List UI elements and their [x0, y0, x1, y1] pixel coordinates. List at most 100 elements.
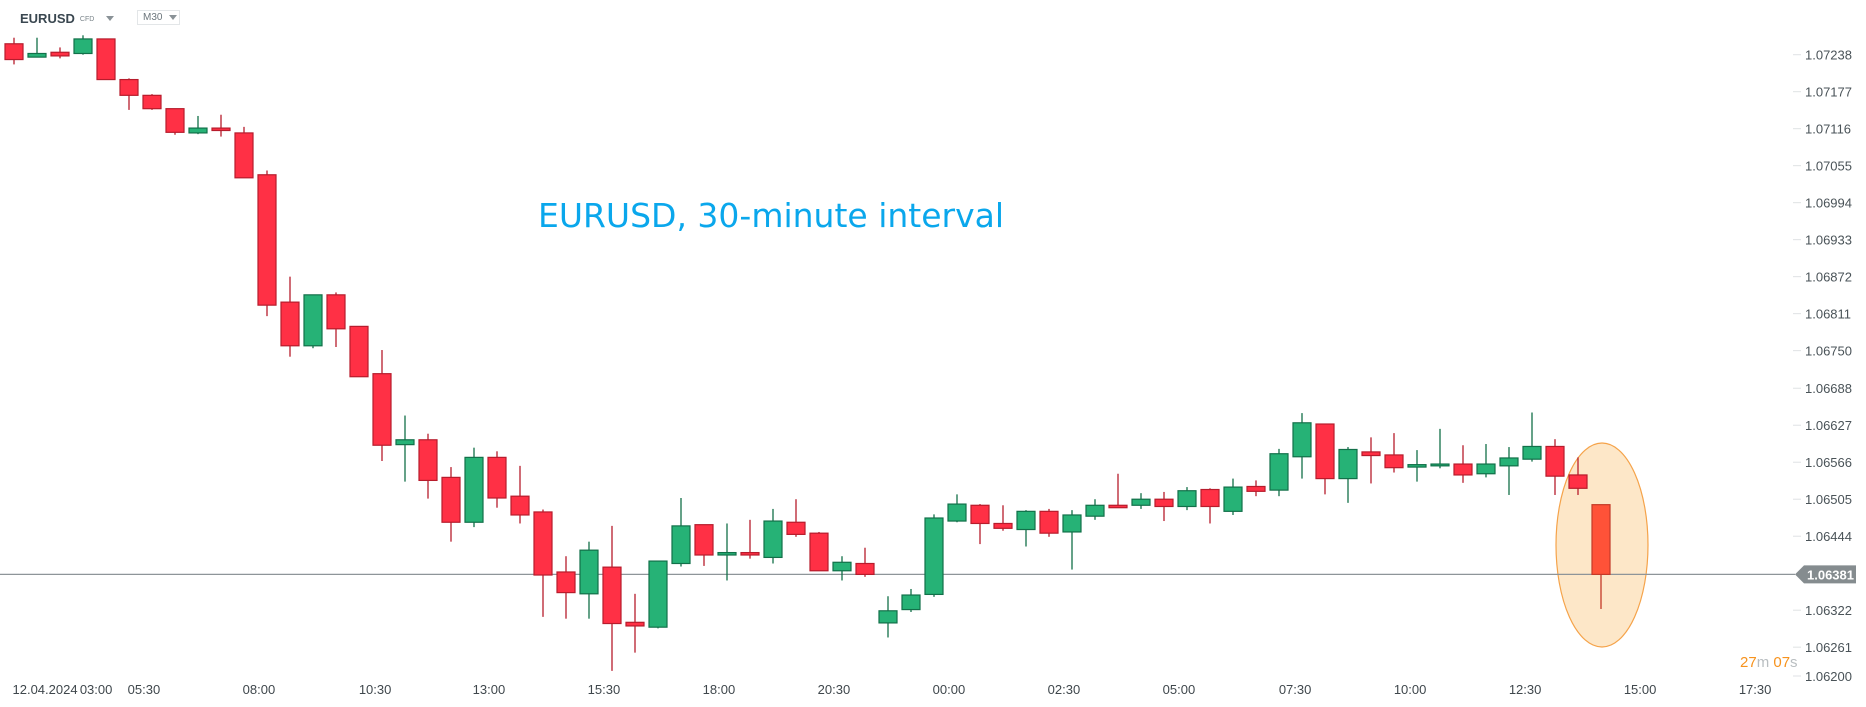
y-tick-label: 1.06872 [1805, 270, 1852, 285]
candle [510, 465, 530, 524]
candle [73, 35, 93, 55]
candle-body [142, 94, 162, 110]
candle [142, 94, 162, 110]
x-tick-label: 05:30 [128, 682, 161, 697]
y-tick-label: 1.06444 [1805, 529, 1852, 544]
y-tick-label: 1.06994 [1805, 196, 1852, 211]
candle [970, 504, 990, 545]
candle-body [924, 517, 944, 596]
candle-body [533, 511, 553, 576]
candle-body [602, 566, 622, 625]
candle-body [855, 562, 875, 576]
chevron-down-icon[interactable] [169, 15, 178, 20]
candle [1430, 428, 1450, 469]
candle [694, 524, 714, 566]
candle [625, 593, 645, 653]
candle [119, 78, 139, 110]
candle-body [1269, 453, 1289, 491]
candle-body [1062, 514, 1082, 533]
candle [1062, 510, 1082, 570]
candle-body [1246, 485, 1266, 492]
candle-body [717, 551, 737, 556]
candle-body [1430, 463, 1450, 467]
x-tick-label: 10:30 [359, 682, 392, 697]
symbol-name: EURUSD [20, 10, 75, 26]
candle-body [671, 525, 691, 565]
candle-body [418, 439, 438, 482]
candle [809, 531, 829, 572]
candle [1453, 445, 1473, 483]
candle [1476, 444, 1496, 478]
candle [418, 433, 438, 499]
candle-body [1407, 464, 1427, 468]
y-tick-label: 1.06811 [1805, 307, 1851, 322]
candle-body [372, 373, 392, 446]
countdown-seconds: 07 [1773, 654, 1791, 671]
candle [1085, 499, 1105, 520]
candle [717, 523, 737, 581]
x-tick-label: 00:00 [933, 682, 966, 697]
candle [372, 350, 392, 462]
candle-body [257, 174, 277, 306]
y-tick-label: 1.07116 [1805, 122, 1851, 137]
candle-body [740, 551, 760, 556]
candle [1361, 437, 1381, 484]
candle [257, 170, 277, 317]
candle-body [1315, 423, 1335, 480]
x-tick-label: 07:30 [1279, 682, 1312, 697]
candle-body [441, 476, 461, 523]
candle [280, 276, 300, 357]
candle [947, 494, 967, 523]
candle-body [1177, 490, 1197, 508]
candle-body [1568, 474, 1588, 489]
candle-body [1154, 498, 1174, 508]
symbol-selector[interactable]: EURUSD CFD [20, 8, 115, 28]
x-tick-label: 20:30 [818, 682, 851, 697]
candle [1522, 412, 1542, 462]
candle [50, 47, 70, 59]
y-tick-label: 1.06200 [1805, 669, 1852, 684]
candle-body [1591, 504, 1611, 576]
candle [303, 294, 323, 349]
candle-body [947, 503, 967, 522]
candle-body [993, 522, 1013, 529]
y-tick-label: 1.06688 [1805, 381, 1852, 396]
current-price-badge [1795, 565, 1856, 584]
candle [188, 115, 208, 135]
countdown-minutes-unit: m [1756, 654, 1770, 671]
candle [1177, 487, 1197, 511]
candle-body [349, 325, 369, 378]
bar-countdown: 27m 07s [1740, 654, 1798, 671]
candle-body [464, 456, 484, 523]
candle [1545, 439, 1565, 495]
countdown-seconds-unit: s [1790, 654, 1798, 671]
candle-body [1200, 488, 1220, 508]
candle [648, 560, 668, 629]
candle [1039, 508, 1059, 537]
candle-body [1016, 510, 1036, 531]
candle-body [579, 549, 599, 595]
candle-body [280, 301, 300, 347]
candle [832, 556, 852, 581]
candle-body [50, 51, 70, 57]
candle-body [1039, 510, 1059, 534]
timeframe-selector[interactable]: M30 [137, 10, 180, 25]
candle-body [809, 532, 829, 572]
x-tick-label: 12.04.2024 [13, 682, 78, 697]
candle [602, 525, 622, 671]
candle [165, 108, 185, 135]
candle-body [303, 294, 323, 347]
x-tick-label: 15:00 [1624, 682, 1657, 697]
candle-body [510, 495, 530, 516]
candle-body [96, 38, 116, 81]
y-tick-label: 1.06261 [1805, 640, 1852, 655]
chevron-down-icon[interactable] [106, 15, 115, 21]
candle [1292, 413, 1312, 479]
chart-annotation-title: EURUSD, 30-minute interval [538, 196, 1005, 235]
candle-body [556, 571, 576, 594]
candle-body [901, 594, 921, 611]
candle-body [1292, 422, 1312, 458]
candle [901, 588, 921, 613]
candle [1499, 447, 1519, 495]
